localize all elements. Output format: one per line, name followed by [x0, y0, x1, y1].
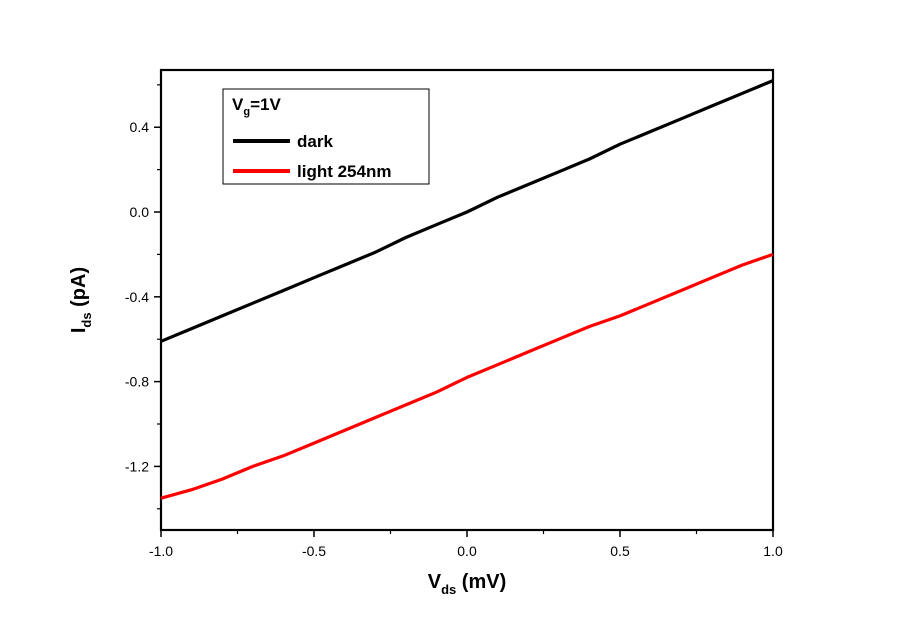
legend-label-light: light 254nm [297, 162, 391, 181]
y-axis-title-main: I [68, 328, 90, 334]
legend: Vg=1V dark light 254nm [222, 88, 430, 185]
legend-header-main: V [232, 95, 244, 114]
series-line-light-254nm [160, 252, 774, 500]
x-tick-label-2: 0.0 [457, 543, 477, 559]
legend-header-rest: =1V [250, 95, 281, 114]
y-tick-label-0: 0.4 [130, 119, 150, 135]
x-tick-label-1: -0.5 [302, 543, 326, 559]
x-axis-title-sub: ds [441, 582, 456, 597]
legend-header-sub: g [243, 106, 250, 118]
x-axis-ticks: -1.0 -0.5 0.0 0.5 1.0 [149, 530, 783, 559]
y-axis-title-unit: (pA) [68, 267, 90, 313]
legend-box [222, 88, 430, 185]
legend-label-dark: dark [297, 132, 333, 151]
y-tick-label-4: -1.2 [125, 458, 149, 474]
y-axis-title-sub: ds [79, 312, 94, 327]
x-axis-title-unit: (mV) [456, 571, 506, 593]
y-axis-ticks: 0.4 0.0 -0.4 -0.8 -1.2 [125, 84, 161, 510]
x-axis-title-main: V [428, 571, 442, 593]
series-line-dark [160, 79, 774, 343]
y-axis-title: Ids (pA) [68, 267, 94, 333]
x-tick-label-4: 1.0 [763, 543, 783, 559]
legend-header: Vg=1V [232, 95, 281, 118]
x-axis-title: Vds (mV) [428, 571, 507, 597]
x-tick-label-3: 0.5 [610, 543, 630, 559]
y-tick-label-1: 0.0 [130, 204, 150, 220]
series-lines [160, 79, 774, 500]
y-tick-label-2: -0.4 [125, 289, 149, 305]
x-tick-label-0: -1.0 [149, 543, 173, 559]
y-tick-label-3: -0.8 [125, 374, 149, 390]
